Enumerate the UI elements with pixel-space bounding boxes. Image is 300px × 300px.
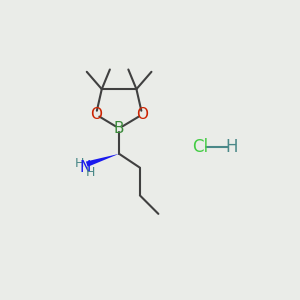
Text: O: O [90,107,102,122]
Text: O: O [136,107,148,122]
Text: H: H [75,157,85,169]
Text: H: H [225,138,237,156]
Text: H: H [85,167,95,179]
Text: Cl: Cl [192,138,208,156]
Polygon shape [86,154,119,167]
Text: B: B [114,121,124,136]
Text: N: N [80,160,91,175]
